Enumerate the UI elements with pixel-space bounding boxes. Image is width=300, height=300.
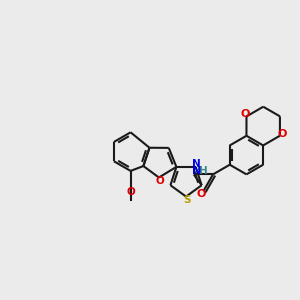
Text: O: O (197, 189, 206, 199)
Text: S: S (183, 195, 190, 205)
Text: O: O (277, 129, 286, 139)
Text: N: N (192, 159, 201, 169)
Text: O: O (126, 188, 135, 197)
Text: O: O (240, 110, 250, 119)
Text: O: O (155, 176, 164, 185)
Text: N: N (192, 166, 201, 176)
Text: H: H (199, 166, 208, 176)
